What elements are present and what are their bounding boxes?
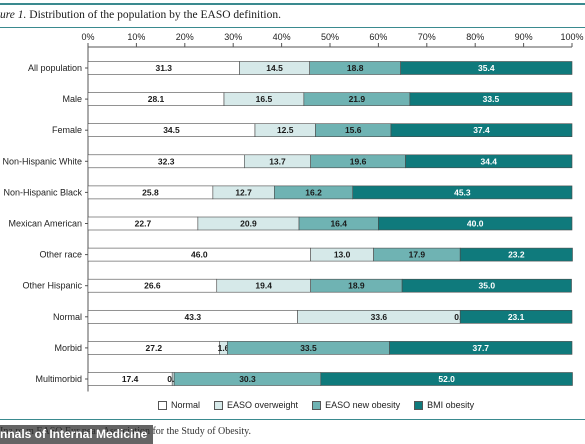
data-label: 12.7	[235, 187, 252, 197]
category-label: All population	[28, 63, 82, 73]
bar-segment	[352, 185, 573, 200]
data-label: 46.0	[191, 250, 208, 260]
legend-label: EASO overweight	[227, 400, 299, 410]
x-tick-label: 100%	[560, 32, 583, 42]
bar-segment	[400, 61, 573, 75]
category-label: Multimorbid	[35, 374, 82, 384]
x-tick-label: 60%	[369, 32, 387, 42]
data-label: 37.4	[473, 125, 490, 135]
data-label: 32.3	[158, 156, 175, 166]
x-tick-label: 0%	[81, 32, 94, 42]
category-label: Mexican American	[8, 219, 82, 229]
data-label: 17.4	[122, 374, 139, 384]
legend-swatch	[312, 400, 322, 410]
stacked-bar-chart: 0% 10% 20% 30% 40% 50% 60% 70% 80% 90% 100% All pop…	[2, 32, 584, 392]
data-label: 15.6	[345, 125, 362, 135]
data-label: 14.5	[266, 63, 283, 73]
category-label: Male	[62, 94, 82, 104]
category-label: Morbid	[54, 343, 82, 353]
data-label: 31.3	[155, 63, 172, 73]
data-label: 22.7	[135, 219, 152, 229]
bar-segment	[389, 341, 573, 355]
data-label: 33.6	[371, 312, 388, 322]
chart-legend: Normal EASO overweight EASO new obesity BMI…	[158, 400, 474, 410]
x-tick-label: 80%	[466, 32, 484, 42]
legend-swatch	[414, 400, 424, 410]
data-label: 20.9	[240, 219, 257, 229]
bar-segment	[405, 154, 573, 169]
data-label: 33.5	[300, 343, 317, 353]
x-tick-label: 10%	[127, 32, 145, 42]
category-label: Other race	[39, 250, 82, 260]
legend-swatch	[158, 400, 167, 410]
figure-label: ure 1.	[0, 9, 27, 21]
data-label: 23.2	[508, 250, 525, 260]
data-label: 18.8	[347, 63, 364, 73]
x-tick-label: 70%	[418, 32, 436, 42]
data-label: 19.6	[350, 156, 367, 166]
data-label: 52.0	[438, 374, 455, 384]
data-label: 17.9	[409, 250, 426, 260]
x-tick-label: 30%	[224, 32, 242, 42]
category-label: Non-Hispanic White	[2, 156, 82, 166]
x-tick-label: 90%	[515, 32, 533, 42]
bar-segment	[390, 123, 573, 137]
bar-segment	[459, 247, 573, 262]
data-label: 37.7	[472, 343, 489, 353]
data-label: 35.0	[479, 281, 496, 291]
data-label: 13.0	[334, 250, 351, 260]
x-tick-label: 40%	[273, 32, 291, 42]
data-label: 34.4	[480, 156, 497, 166]
legend-item: EASO new obesity	[312, 400, 400, 410]
category-label: Normal	[53, 312, 82, 322]
bottom-rule	[0, 419, 585, 420]
data-label: 12.5	[277, 125, 294, 135]
data-label: 43.3	[185, 312, 202, 322]
data-label: 25.8	[142, 187, 159, 197]
data-label: 0.4	[167, 374, 179, 384]
data-label: 16.4	[330, 219, 347, 229]
bar-segment	[378, 216, 573, 231]
data-label: 23.1	[508, 312, 525, 322]
data-label: 33.5	[483, 94, 500, 104]
legend-label: BMI obesity	[427, 400, 475, 410]
title-rule	[0, 27, 585, 28]
data-label: 19.4	[255, 281, 272, 291]
data-label: 21.9	[349, 94, 366, 104]
legend-label: EASO new obesity	[325, 400, 401, 410]
data-label: 40.0	[467, 219, 484, 229]
data-label: 16.2	[305, 187, 322, 197]
figure-title-text: Distribution of the population by the EA…	[29, 9, 281, 21]
data-label: 18.9	[348, 281, 365, 291]
data-label: 13.7	[269, 156, 286, 166]
x-tick-label: 20%	[176, 32, 194, 42]
data-label: 34.5	[163, 125, 180, 135]
legend-item: Normal	[158, 400, 200, 410]
figure-title: ure 1. Distribution of the population by…	[0, 9, 281, 21]
legend-label: Normal	[171, 400, 201, 410]
bar-segment	[320, 372, 573, 386]
data-label: 30.3	[239, 374, 256, 384]
data-label: 16.5	[256, 94, 273, 104]
category-label: Non-Hispanic Black	[3, 187, 82, 197]
data-label: 27.2	[146, 343, 163, 353]
x-tick-label: 50%	[321, 32, 339, 42]
top-rule	[0, 3, 585, 5]
category-label: Female	[52, 125, 82, 135]
legend-item: BMI obesity	[414, 400, 474, 410]
category-label: Other Hispanic	[22, 281, 82, 291]
data-label: 45.3	[454, 187, 471, 197]
data-label: 35.4	[478, 63, 495, 73]
journal-brand-watermark: nnals of Internal Medicine	[0, 425, 154, 444]
bar-segment	[459, 309, 573, 324]
data-label: 1.6	[218, 343, 230, 353]
legend-swatch	[214, 400, 224, 410]
data-label: 26.6	[144, 281, 161, 291]
data-label: 28.1	[148, 94, 165, 104]
legend-item: EASO overweight	[214, 400, 298, 410]
bar-segment	[401, 278, 572, 293]
bar-segment	[409, 92, 573, 106]
